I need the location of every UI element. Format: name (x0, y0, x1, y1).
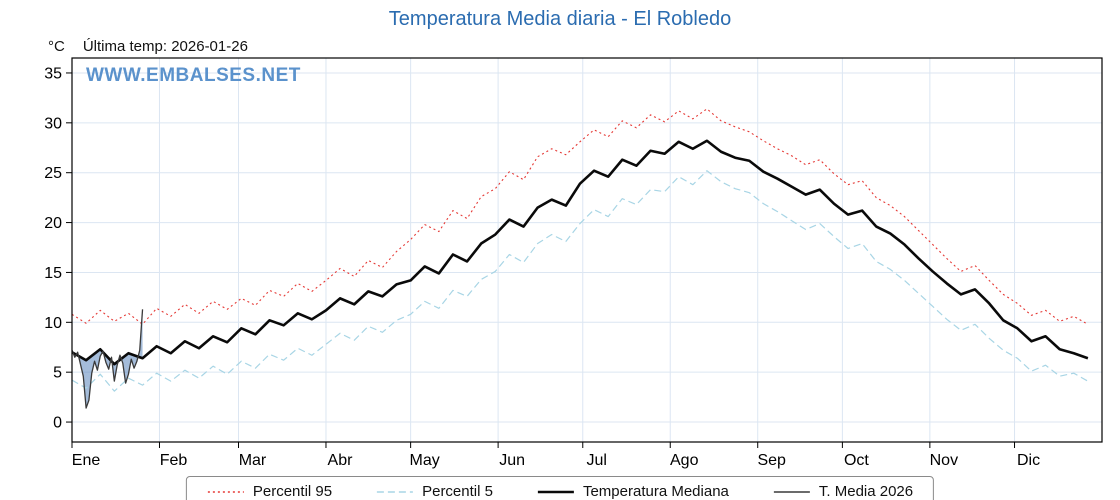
y-tick-label: 10 (44, 315, 62, 332)
legend-swatch-t-media-2026 (773, 490, 810, 493)
legend-swatch-percentil-95 (207, 490, 244, 493)
y-tick-label: 0 (53, 415, 62, 432)
x-tick-label: Mar (239, 452, 267, 469)
legend-label-percentil-95: Percentil 95 (252, 483, 333, 500)
x-tick-label: Dic (1017, 452, 1040, 469)
x-tick-label: Abr (328, 452, 354, 469)
series-t-media-2026 (71, 309, 144, 409)
y-tick-label: 25 (44, 165, 62, 182)
gridlines (71, 58, 1102, 442)
x-tick-label: Ago (670, 452, 699, 469)
x-tick-label: Ene (72, 452, 101, 469)
cold-anomaly-fill (72, 309, 143, 409)
last-temp-label: Última temp: 2026-01-26 (82, 38, 248, 55)
legend-item-temperatura-mediana: Temperatura Mediana (537, 483, 729, 500)
y-tick-label: 5 (53, 365, 62, 382)
y-tick-label: 35 (44, 65, 62, 82)
legend-swatch-percentil-5 (377, 490, 414, 493)
temperature-chart: 0 5 10 15 20 25 30 35 Ene Feb Mar Abr May Jun Jul Ago Se… (44, 57, 1103, 469)
y-tick-label: 20 (44, 215, 62, 232)
legend-label-percentil-5: Percentil 5 (422, 483, 493, 500)
legend-item-percentil-95: Percentil 95 (207, 483, 332, 500)
axis-ticks (66, 72, 1016, 448)
legend-item-percentil-5: Percentil 5 (376, 483, 493, 500)
y-tick-label: 30 (44, 115, 62, 132)
x-tick-label: Sep (757, 452, 786, 469)
legend-item-t-media-2026: T. Media 2026 (773, 483, 913, 500)
x-tick-label: Jun (499, 452, 525, 469)
x-tick-label: Nov (930, 452, 958, 469)
chart-title: Temperatura Media diaria - El Robledo (388, 8, 732, 30)
x-tick-label: Feb (160, 452, 188, 469)
series-percentil-95 (71, 108, 1089, 325)
watermark: WWW.EMBALSES.NET (86, 65, 301, 86)
legend-label-temperatura-mediana: Temperatura Mediana (582, 483, 729, 500)
x-tick-label: May (410, 452, 440, 469)
series-temperatura-mediana (71, 139, 1089, 366)
legend-label-t-media-2026: T. Media 2026 (818, 483, 914, 500)
chart-legend: Percentil 95 Percentil 5 Temperatura Media… (185, 476, 935, 500)
plot-border (71, 57, 1103, 443)
series-percentil-5 (71, 170, 1089, 392)
y-axis-unit-label: °C (48, 38, 65, 55)
x-tick-label: Oct (844, 452, 869, 469)
axis-tick-labels: 0 5 10 15 20 25 30 35 Ene Feb Mar Abr May Jun Jul Ago Se… (44, 65, 1040, 469)
chart-subtitle: °C Última temp: 2026-01-26 (48, 38, 248, 55)
y-tick-label: 15 (44, 265, 62, 282)
x-tick-label: Jul (587, 452, 607, 469)
legend-swatch-temperatura-mediana (537, 490, 574, 493)
